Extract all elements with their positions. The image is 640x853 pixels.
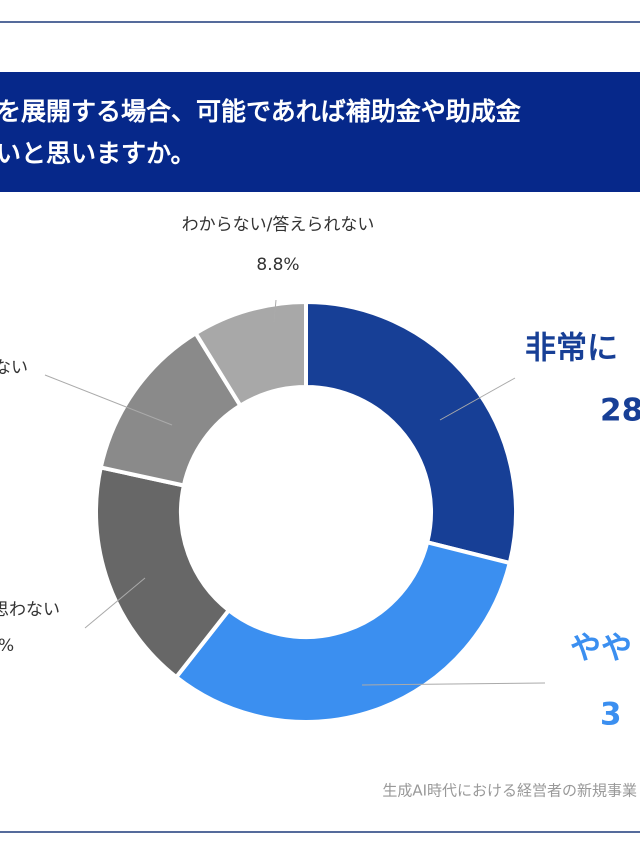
donut-segment [192,299,308,409]
source: 生成AI時代における経営者の新規事業 [382,782,637,800]
category-label: わからない/答えられない [182,215,375,235]
category-label: やや [570,631,632,667]
leader-line [439,377,516,421]
leader-line [44,374,173,426]
donut-segment [173,539,513,724]
value-label: % [0,636,14,656]
value-label: 3 [600,697,622,733]
value-label: 28 [600,393,640,429]
category-label: 非常に [525,331,618,367]
category-label: 思わない [0,600,60,620]
category-label: ない [0,358,28,378]
title-banner [0,72,640,192]
leader-line [361,682,546,686]
value-label: 8.8% [256,255,299,275]
leader-line [84,577,146,629]
chart-title: いと思いますか。 [0,139,196,168]
chart-title: を展開する場合、可能であれば補助金や助成金 [0,97,522,126]
donut-segment [304,299,518,566]
leader-line [273,299,277,323]
